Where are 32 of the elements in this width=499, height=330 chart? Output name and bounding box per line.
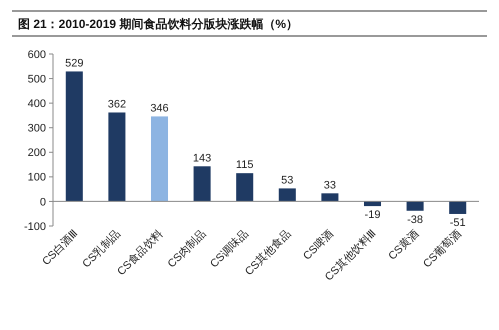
data-label: 115 xyxy=(236,159,254,172)
bar xyxy=(278,188,296,202)
x-tick-label: CS啤酒 xyxy=(300,226,336,262)
y-tick-label: 400 xyxy=(28,98,46,110)
y-tick-label: 100 xyxy=(28,172,46,184)
y-tick-label: 200 xyxy=(28,147,46,160)
data-label: 33 xyxy=(324,179,336,192)
data-label: 362 xyxy=(108,98,126,110)
x-tick-label: CS肉制品 xyxy=(164,226,208,270)
data-label: 53 xyxy=(281,174,294,186)
bar xyxy=(194,166,211,202)
chart-title: 图 21：2010-2019 期间食品饮料分版块涨跌幅（%） xyxy=(18,17,298,31)
bar xyxy=(406,201,424,211)
bar xyxy=(150,116,168,202)
data-label: -19 xyxy=(364,209,380,222)
data-label: 346 xyxy=(150,102,169,114)
bar xyxy=(236,173,254,202)
data-label: -38 xyxy=(407,214,424,226)
bar xyxy=(66,71,83,202)
y-tick-label: 0 xyxy=(40,196,46,208)
data-label: -51 xyxy=(450,216,466,229)
y-tick-label: 600 xyxy=(28,48,46,61)
bar xyxy=(449,201,466,214)
bar xyxy=(321,193,338,202)
x-tick-label: CS黄酒 xyxy=(386,226,422,262)
bar xyxy=(108,112,126,202)
y-tick-label: 500 xyxy=(28,73,46,86)
x-tick-label: CS葡萄酒 xyxy=(420,226,464,270)
y-tick-label: 300 xyxy=(28,122,46,135)
data-label: 143 xyxy=(192,152,212,164)
data-label: 529 xyxy=(65,57,84,70)
y-tick-label: -100 xyxy=(24,220,46,233)
